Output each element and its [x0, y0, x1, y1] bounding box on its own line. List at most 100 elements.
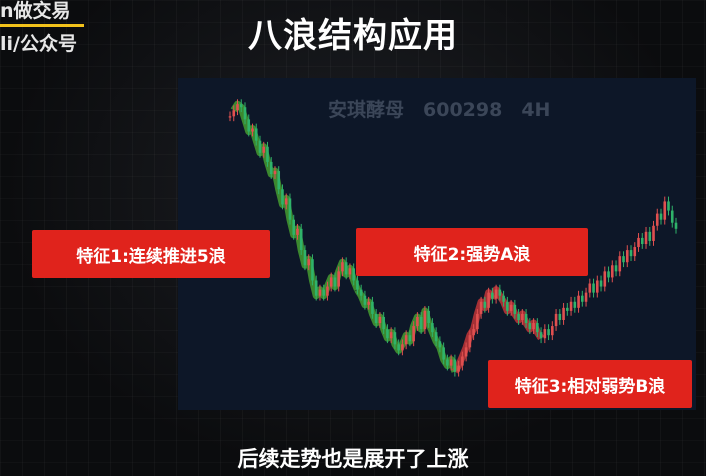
- candle-body: [644, 231, 648, 244]
- candle-body: [498, 289, 502, 296]
- candle-body: [472, 329, 475, 336]
- candle-body: [599, 280, 603, 287]
- candle-body: [393, 332, 397, 345]
- candle-body: [584, 292, 588, 302]
- candle-body: [629, 250, 633, 257]
- candle-body: [595, 280, 599, 293]
- candle-body: [487, 292, 490, 308]
- candle-body: [404, 335, 408, 345]
- badge-feature-1: 特征1:连续推进5浪: [32, 230, 270, 278]
- candle-body: [239, 104, 243, 108]
- candle-body: [337, 271, 340, 287]
- candle-body: [247, 119, 251, 132]
- candle-body: [434, 332, 438, 342]
- candle-body: [281, 189, 284, 205]
- candle-body: [378, 316, 382, 324]
- candle-body: [607, 271, 610, 278]
- candle-body: [648, 231, 652, 241]
- candle-body: [352, 268, 355, 281]
- candle-body: [547, 329, 550, 336]
- candle-body: [622, 256, 625, 263]
- candle-body: [363, 295, 367, 305]
- candle-body: [408, 335, 412, 342]
- candle-body: [356, 280, 359, 290]
- candle-body: [670, 210, 674, 223]
- candle-body: [277, 171, 281, 190]
- candle-body: [633, 247, 637, 257]
- candle-body: [479, 301, 483, 314]
- candle-body: [543, 329, 547, 339]
- wave-segment-1: [230, 100, 361, 300]
- candle-body: [419, 316, 423, 330]
- candle-body: [262, 146, 266, 153]
- candle-body: [524, 313, 528, 324]
- candle-body: [318, 289, 322, 296]
- candle-body: [423, 310, 427, 330]
- candle-body: [288, 198, 292, 220]
- candle-body: [577, 295, 580, 308]
- candle-body: [314, 280, 318, 296]
- candle-body: [663, 201, 667, 220]
- candle-body: [449, 359, 453, 366]
- candle-body: [614, 265, 618, 272]
- candle-body: [232, 110, 236, 117]
- candle-body: [659, 213, 663, 220]
- candle-body: [625, 250, 629, 263]
- candle-body: [509, 304, 513, 311]
- candle-body: [386, 329, 389, 339]
- candle-body: [446, 359, 449, 366]
- caption-subtitle: 后续走势也是展开了上涨: [237, 447, 469, 471]
- candle-body: [273, 171, 277, 175]
- candle-body: [427, 310, 430, 324]
- chart-title: 安琪酵母 600298 4H: [328, 98, 550, 121]
- candle-body: [667, 201, 670, 211]
- candle-body: [457, 365, 460, 372]
- candle-body: [266, 146, 269, 162]
- brand-underline: [0, 24, 84, 27]
- candle-body: [251, 128, 254, 132]
- candle-body: [389, 332, 393, 339]
- candle-body: [506, 301, 509, 311]
- candle-body: [412, 326, 415, 342]
- candle-body: [431, 323, 434, 333]
- candle-body: [367, 301, 370, 305]
- candle-body: [532, 323, 535, 330]
- candle-body: [569, 301, 573, 311]
- candle-body: [554, 313, 558, 327]
- candle-body: [438, 341, 442, 348]
- candle-body: [652, 225, 655, 241]
- candle-body: [566, 307, 569, 311]
- candle-body: [401, 344, 404, 351]
- candle-body: [464, 347, 468, 357]
- candle-body: [637, 237, 640, 248]
- candle-body: [528, 323, 532, 330]
- candle-body: [348, 268, 352, 275]
- candle-body: [551, 326, 554, 336]
- candle-body: [284, 198, 288, 205]
- candle-body: [521, 313, 524, 320]
- candle-body: [517, 313, 520, 320]
- candle-body: [416, 316, 419, 327]
- badge-feature-2: 特征2:强势A浪: [356, 228, 588, 276]
- candle-body: [374, 313, 378, 324]
- candle-body: [674, 222, 678, 229]
- badge-feature-3: 特征3:相对弱势B浪: [488, 360, 692, 408]
- candle-body: [442, 347, 445, 360]
- candle-body: [243, 107, 247, 120]
- candle-body: [299, 228, 303, 251]
- candle-body: [536, 323, 539, 333]
- candle-body: [341, 262, 344, 272]
- candle-body: [254, 128, 258, 141]
- candle-body: [371, 301, 374, 314]
- candle-body: [558, 313, 562, 320]
- candle-body: [502, 295, 505, 302]
- candle-body: [303, 250, 307, 266]
- candle-body: [228, 116, 232, 118]
- candle-body: [588, 283, 592, 293]
- page-title: 八浪结构应用: [248, 16, 458, 56]
- candle-body: [461, 356, 464, 366]
- candle-body: [453, 359, 457, 372]
- candle-body: [483, 301, 487, 308]
- candle-body: [326, 286, 329, 296]
- candle-body: [655, 213, 659, 226]
